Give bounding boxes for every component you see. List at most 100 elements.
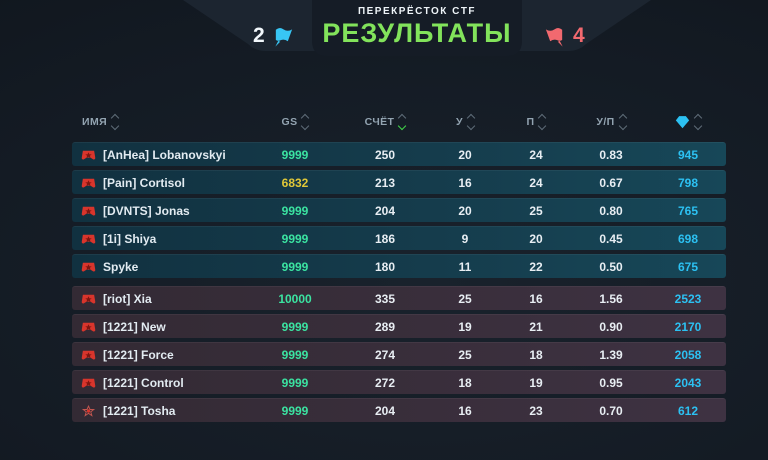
player-row[interactable]: Spyke 9999 180 11 22 0.50 675 — [72, 254, 726, 278]
column-header-gs[interactable]: GS — [250, 113, 340, 130]
player-name: [AnHea] Lobanovskyi — [103, 147, 226, 162]
player-u: 25 — [458, 347, 472, 362]
player-p: 18 — [529, 347, 543, 362]
blue-score-value: 2 — [253, 24, 265, 47]
player-u: 11 — [458, 259, 472, 274]
player-name: [Pain] Cortisol — [103, 175, 186, 190]
column-header-u[interactable]: У — [430, 113, 500, 130]
player-row[interactable]: [1221] Control 9999 272 18 19 0.95 2043 — [72, 370, 726, 394]
blue-flag-icon — [275, 27, 292, 47]
player-u: 20 — [458, 147, 472, 162]
player-name: [1221] New — [103, 319, 166, 334]
player-u: 16 — [458, 175, 472, 190]
player-badge-icon — [81, 322, 96, 332]
player-p: 22 — [529, 259, 543, 274]
player-gs: 9999 — [281, 375, 309, 390]
player-u: 16 — [458, 403, 472, 418]
red-team-score: 4 — [543, 24, 585, 48]
player-gems: 765 — [677, 203, 699, 218]
player-badge-icon — [81, 294, 96, 304]
player-badge-icon — [81, 206, 96, 216]
column-header-name[interactable]: ИМЯ — [72, 113, 250, 130]
player-row[interactable]: [1221] New 9999 289 19 21 0.90 2170 — [72, 314, 726, 338]
column-label: У — [456, 115, 463, 128]
player-gs: 9999 — [281, 231, 309, 246]
player-badge-icon — [81, 378, 96, 388]
player-gems: 698 — [677, 231, 699, 246]
column-label: У/П — [596, 115, 615, 128]
player-name: Spyke — [103, 259, 139, 274]
player-u: 18 — [458, 375, 472, 390]
player-name: [1221] Control — [103, 375, 184, 390]
player-score: 180 — [374, 259, 396, 274]
player-gs: 10000 — [278, 291, 312, 306]
player-score: 204 — [374, 203, 396, 218]
player-p: 19 — [529, 375, 543, 390]
player-u: 25 — [458, 291, 472, 306]
player-score: 289 — [374, 319, 396, 334]
player-u: 9 — [461, 231, 469, 246]
player-row[interactable]: [1221] Force 9999 274 25 18 1.39 2058 — [72, 342, 726, 366]
column-header-gems[interactable] — [650, 113, 726, 130]
page-title: РЕЗУЛЬТАТЫ — [322, 18, 512, 48]
column-label: П — [526, 115, 535, 128]
player-score: 272 — [374, 375, 396, 390]
red-team-rows: [riot] Xia 10000 335 25 16 1.56 2523 [1221] New… — [72, 286, 726, 422]
player-row[interactable]: [1221] Tosha 9999 204 16 23 0.70 612 — [72, 398, 726, 422]
player-p: 25 — [529, 203, 543, 218]
player-row[interactable]: [riot] Xia 10000 335 25 16 1.56 2523 — [72, 286, 726, 310]
sort-icon — [110, 113, 120, 130]
player-row[interactable]: [DVNTS] Jonas 9999 204 20 25 0.80 765 — [72, 198, 726, 222]
results-table: ИМЯ GS СЧЁТ У П У/П [AnHea] Lobanovskyi 9999 25… — [72, 108, 726, 426]
player-u: 20 — [458, 203, 472, 218]
player-badge-icon — [81, 350, 96, 360]
red-flag-icon — [545, 27, 563, 47]
player-up: 0.95 — [599, 375, 623, 390]
player-up: 0.90 — [599, 319, 623, 334]
player-up: 1.56 — [599, 291, 623, 306]
player-score: 186 — [374, 231, 396, 246]
player-gs: 9999 — [281, 203, 309, 218]
player-gs: 6832 — [281, 175, 309, 190]
player-up: 1.39 — [599, 347, 623, 362]
player-gems: 945 — [677, 147, 699, 162]
player-gs: 9999 — [281, 347, 309, 362]
player-badge-icon — [81, 234, 96, 244]
player-gems: 675 — [677, 259, 699, 274]
player-up: 0.67 — [599, 175, 623, 190]
player-name: [1221] Force — [103, 347, 174, 362]
column-header-score[interactable]: СЧЁТ — [340, 113, 430, 130]
column-label: ИМЯ — [82, 115, 108, 128]
table-header: ИМЯ GS СЧЁТ У П У/П — [72, 108, 726, 135]
player-gems: 612 — [677, 403, 699, 418]
player-score: 204 — [374, 403, 396, 418]
player-up: 0.83 — [599, 147, 623, 162]
column-header-p[interactable]: П — [500, 113, 572, 130]
player-score: 213 — [374, 175, 396, 190]
player-p: 24 — [529, 147, 543, 162]
player-badge-icon — [81, 262, 96, 272]
player-row[interactable]: [AnHea] Lobanovskyi 9999 250 20 24 0.83 945 — [72, 142, 726, 166]
player-row[interactable]: [1i] Shiya 9999 186 9 20 0.45 698 — [72, 226, 726, 250]
column-header-up[interactable]: У/П — [572, 113, 650, 130]
player-gems: 2523 — [674, 291, 702, 306]
player-up: 0.45 — [599, 231, 623, 246]
player-p: 24 — [529, 175, 543, 190]
sort-icon — [301, 113, 310, 130]
player-u: 19 — [458, 319, 472, 334]
player-gs: 9999 — [281, 403, 309, 418]
player-score: 250 — [374, 147, 396, 162]
sort-icon — [618, 113, 627, 130]
player-gs: 9999 — [281, 147, 309, 162]
sort-icon — [693, 113, 703, 130]
title-block: ПЕРЕКРЁСТОК CTF РЕЗУЛЬТАТЫ — [177, 6, 657, 49]
banner-shape — [183, 0, 651, 56]
player-up: 0.80 — [599, 203, 623, 218]
player-row[interactable]: [Pain] Cortisol 6832 213 16 24 0.67 798 — [72, 170, 726, 194]
player-up: 0.50 — [599, 259, 623, 274]
player-p: 21 — [529, 319, 543, 334]
player-score: 274 — [374, 347, 396, 362]
player-gems: 798 — [677, 175, 699, 190]
player-p: 23 — [529, 403, 543, 418]
